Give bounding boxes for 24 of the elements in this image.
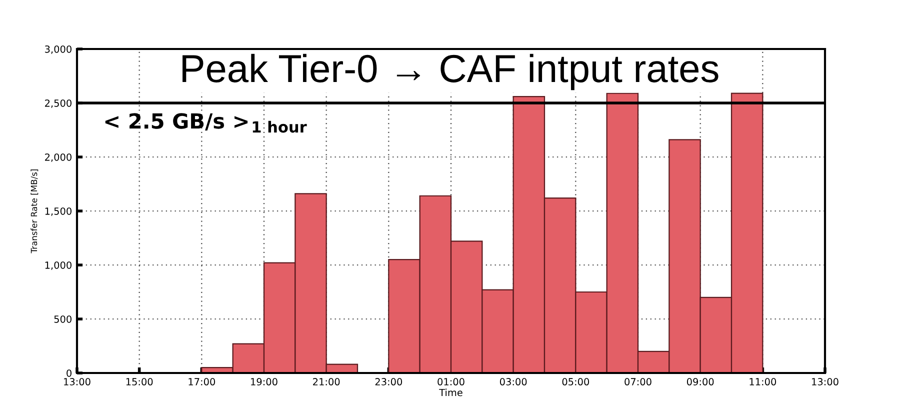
x-tick-label: 05:00: [562, 378, 590, 386]
y-tick-label: 0: [66, 369, 72, 377]
chart-title: Peak Tier-0 → CAF intput rates: [182, 54, 718, 90]
x-tick-label: 23:00: [375, 378, 402, 386]
x-tick-label: 11:00: [750, 378, 776, 386]
y-tick-label: 2,000: [45, 153, 72, 162]
y-tick-label: 500: [54, 315, 72, 323]
x-tick-label: 13:00: [812, 378, 838, 386]
y-axis-title: Transfer Rate [MB/s]: [30, 169, 38, 254]
x-axis-title: Time: [439, 388, 462, 396]
y-tick-label: 3,000: [45, 45, 72, 54]
x-tick-label: 01:00: [438, 378, 464, 386]
y-tick-label: 1,500: [45, 207, 72, 216]
x-tick-label: 09:00: [686, 378, 714, 386]
x-tick-label: 21:00: [313, 378, 340, 386]
y-tick-label: 1,000: [45, 261, 72, 270]
x-tick-label: 03:00: [500, 378, 527, 386]
x-tick-label: 17:00: [188, 378, 216, 386]
x-tick-label: 13:00: [64, 378, 90, 386]
x-tick-label: 15:00: [126, 378, 153, 386]
y-tick-label: 2,500: [45, 99, 72, 108]
ref-line-label: < 2.5 GB/s >1 hour: [105, 113, 307, 133]
x-tick-label: 07:00: [624, 378, 652, 386]
x-tick-label: 19:00: [251, 378, 278, 386]
